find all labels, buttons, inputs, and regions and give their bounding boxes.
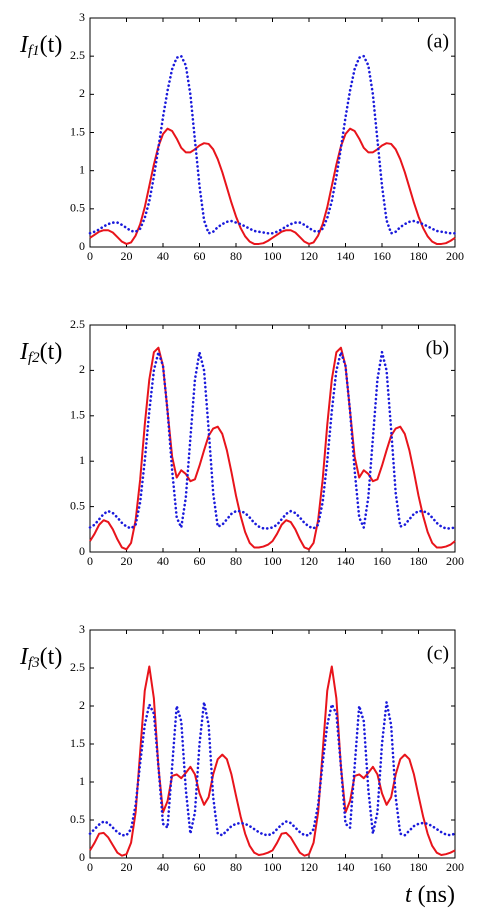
y-label-symbol: I: [19, 32, 29, 58]
x-tick-label: 40: [157, 860, 169, 874]
x-tick-label: 100: [264, 249, 282, 263]
x-tick-label: 80: [230, 554, 242, 568]
x-tick-label: 120: [300, 249, 318, 263]
y-tick-label: 2.5: [70, 48, 85, 62]
panel-label: (a): [427, 31, 449, 53]
y-label-sub: f2: [28, 350, 40, 366]
y-label-symbol: I: [19, 339, 29, 365]
x-tick-label: 60: [194, 860, 206, 874]
x-tick-label: 140: [337, 249, 355, 263]
series-line: [88, 700, 457, 837]
y-label-symbol: I: [19, 644, 29, 670]
panel-label: (b): [426, 338, 449, 360]
y-tick-label: 0.5: [70, 812, 85, 826]
plot-frame: [89, 17, 456, 248]
x-tick-label: 160: [373, 554, 391, 568]
y-tick-label: 3: [79, 622, 85, 636]
x-tick-label: 100: [264, 860, 282, 874]
y-tick-label: 3: [79, 10, 85, 24]
x-axis-label: t (ns): [405, 882, 455, 908]
x-tick-label: 200: [446, 860, 464, 874]
y-tick-label: 2: [79, 86, 85, 100]
y-label-arg: (t): [40, 644, 63, 670]
y-tick-label: 1.5: [70, 736, 85, 750]
x-tick-label: 0: [87, 249, 93, 263]
y-tick-label: 2.5: [70, 317, 85, 331]
x-tick-label: 100: [264, 554, 282, 568]
x-label-unit: (ns): [418, 882, 455, 908]
y-axis-label: If2(t): [19, 339, 62, 367]
x-tick-label: 140: [337, 860, 355, 874]
x-tick-label: 200: [446, 554, 464, 568]
x-tick-label: 80: [230, 860, 242, 874]
y-axis-label: If3(t): [19, 644, 62, 672]
x-tick-label: 140: [337, 554, 355, 568]
x-tick-label: 60: [194, 249, 206, 263]
x-tick-label: 60: [194, 554, 206, 568]
y-tick-label: 1: [79, 774, 85, 788]
series-line: [89, 665, 456, 857]
y-tick-label: 1.5: [70, 124, 85, 138]
y-tick-label: 2: [79, 698, 85, 712]
x-tick-label: 20: [121, 554, 133, 568]
y-tick-label: 2: [79, 362, 85, 376]
x-tick-label: 120: [300, 860, 318, 874]
x-tick-label: 40: [157, 249, 169, 263]
y-label-sub: f3: [28, 655, 40, 671]
panel-label: (c): [427, 643, 449, 665]
y-axis-label: If1(t): [19, 32, 62, 60]
y-label-arg: (t): [40, 32, 63, 58]
y-tick-label: 0: [79, 544, 85, 558]
series-line: [89, 346, 456, 551]
y-tick-label: 0: [79, 850, 85, 864]
x-tick-label: 180: [410, 554, 428, 568]
x-tick-label: 20: [121, 860, 133, 874]
y-tick-label: 0.5: [70, 498, 85, 512]
x-tick-label: 180: [410, 860, 428, 874]
x-tick-label: 40: [157, 554, 169, 568]
plot-frame: [89, 629, 456, 859]
x-tick-label: 120: [300, 554, 318, 568]
series-line: [88, 54, 457, 235]
y-tick-label: 0.5: [70, 201, 85, 215]
series-line: [88, 350, 457, 530]
y-tick-label: 1.5: [70, 408, 85, 422]
plot-frame: [89, 324, 456, 553]
x-tick-label: 180: [410, 249, 428, 263]
x-tick-label: 80: [230, 249, 242, 263]
x-tick-label: 20: [121, 249, 133, 263]
y-label-arg: (t): [40, 339, 63, 365]
y-label-sub: f1: [28, 43, 40, 59]
y-tick-label: 0: [79, 239, 85, 253]
x-tick-label: 160: [373, 249, 391, 263]
y-tick-label: 1: [79, 162, 85, 176]
series-line: [89, 127, 456, 245]
x-tick-label: 200: [446, 249, 464, 263]
x-tick-label: 160: [373, 860, 391, 874]
x-tick-label: 0: [87, 860, 93, 874]
x-label-symbol: t: [405, 882, 413, 908]
y-tick-label: 1: [79, 453, 85, 467]
y-tick-label: 2.5: [70, 660, 85, 674]
x-tick-label: 0: [87, 554, 93, 568]
